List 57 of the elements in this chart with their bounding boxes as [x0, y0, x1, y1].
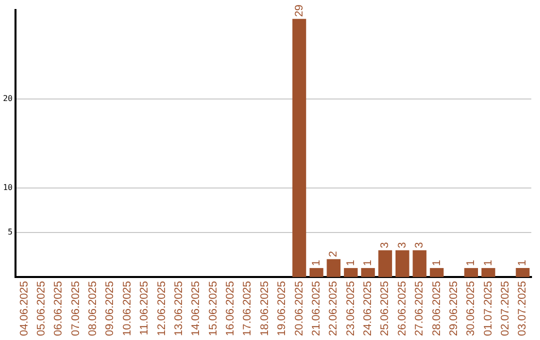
- x-tick-label: 02.07.2025: [500, 280, 512, 336]
- data-label: 1: [465, 260, 478, 266]
- bar: [412, 250, 426, 277]
- x-tick-label: 18.06.2025: [258, 280, 271, 336]
- x-tick-label: 11.06.2025: [138, 280, 151, 336]
- x-tick-label: 03.07.2025: [516, 280, 529, 336]
- x-tick-label: 09.06.2025: [104, 280, 116, 336]
- bar: [326, 259, 340, 277]
- bar: [516, 268, 530, 277]
- data-label: 1: [344, 260, 357, 266]
- x-tick-label: 24.06.2025: [362, 280, 374, 336]
- x-tick-label: 20.06.2025: [293, 280, 306, 336]
- x-tick-label: 12.06.2025: [156, 280, 168, 336]
- data-label: 29: [293, 4, 306, 17]
- x-tick-label: 01.07.2025: [482, 280, 494, 336]
- x-tick-label: 21.06.2025: [310, 280, 322, 336]
- x-tick-label: 14.06.2025: [190, 280, 202, 336]
- x-tick-label: 28.06.2025: [430, 280, 443, 336]
- x-tick-label: 15.06.2025: [207, 280, 220, 336]
- bar: [464, 268, 478, 277]
- x-tick-label: 07.06.2025: [70, 280, 82, 336]
- x-tick-label: 13.06.2025: [172, 280, 185, 336]
- x-tick-label: 16.06.2025: [224, 280, 237, 336]
- data-label: 2: [328, 251, 340, 258]
- bar: [310, 268, 324, 277]
- x-tick-label: 19.06.2025: [276, 280, 288, 336]
- x-tick-label: 23.06.2025: [344, 280, 357, 336]
- x-tick-label: 06.06.2025: [52, 280, 65, 336]
- x-tick-label: 17.06.2025: [242, 280, 254, 336]
- x-tick-label: 26.06.2025: [396, 280, 408, 336]
- data-label: 1: [362, 260, 374, 266]
- bar: [396, 250, 410, 277]
- data-label: 3: [396, 242, 408, 248]
- data-label: 3: [414, 242, 426, 248]
- x-tick-label: 27.06.2025: [414, 280, 426, 336]
- x-tick-label: 08.06.2025: [87, 280, 100, 336]
- data-label: 1: [430, 260, 443, 266]
- x-tick-label: 29.06.2025: [448, 280, 460, 336]
- bar: [378, 250, 392, 277]
- x-tick-label: 04.06.2025: [18, 280, 30, 336]
- data-label: 1: [310, 260, 322, 266]
- y-tick-label: 20: [2, 94, 13, 104]
- x-tick-label: 25.06.2025: [379, 280, 392, 336]
- data-label: 1: [482, 260, 494, 266]
- x-tick-label: 30.06.2025: [465, 280, 478, 336]
- data-label: 3: [379, 242, 392, 248]
- y-tick-label: 10: [2, 183, 13, 192]
- y-tick-label: 5: [8, 228, 13, 237]
- data-label: 1: [516, 260, 529, 266]
- bar: [430, 268, 444, 277]
- x-tick-label: 22.06.2025: [328, 280, 340, 336]
- bar: [344, 268, 358, 277]
- x-tick-label: 05.06.2025: [35, 280, 48, 336]
- bar: [361, 268, 375, 277]
- bar: [481, 268, 496, 277]
- bar: [292, 18, 306, 277]
- x-tick-label: 10.06.2025: [121, 280, 134, 336]
